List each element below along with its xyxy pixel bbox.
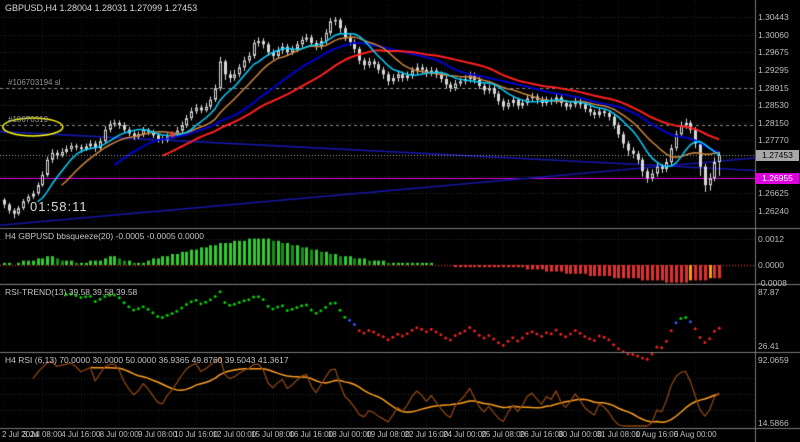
rsi-trend-panel-title: RSI-TREND(13) 39.58 39.58 39.58	[5, 287, 138, 297]
time-tick-label: 31 Jul 08:00	[596, 430, 641, 439]
price-tick-label: 1.29675	[758, 47, 789, 58]
price-tick-label: 1.28915	[758, 82, 789, 93]
order-stoploss-label[interactable]: #106703194 sl	[8, 77, 61, 87]
price-tick-label: 1.29295	[758, 64, 789, 75]
current-price-label: 1.27453	[756, 149, 799, 161]
squeeze-panel-title: H4 GBPUSD bbsqueeze(20) -0.0005 -0.0005 …	[5, 231, 204, 241]
time-tick-label: 22 Jul 16:00	[404, 430, 449, 439]
chart-title: GBPUSD,H4 1.28004 1.28031 1.27099 1.2745…	[5, 3, 198, 13]
price-tick-label: 1.28530	[758, 100, 789, 111]
rsi-tick-label: 92.0659	[758, 355, 789, 365]
time-tick-label: 12 Jul 00:00	[212, 430, 257, 439]
time-tick-label: 10 Jul 16:00	[174, 430, 218, 439]
squeeze-tick-label: 0.0000	[758, 260, 784, 270]
time-tick-label: 19 Jul 08:00	[366, 430, 410, 439]
time-tick-label: 16 Jul 16:00	[289, 430, 333, 439]
time-tick-label: 2 Jul 2024	[2, 430, 39, 439]
time-tick-label: 30 Jul 00:00	[558, 430, 602, 439]
time-tick-label: 24 Jul 00:00	[443, 430, 487, 439]
time-tick-label: 18 Jul 00:00	[327, 430, 372, 439]
time-tick-label: 4 Jul 16:00	[61, 430, 101, 439]
order-label[interactable]: #10670319	[8, 114, 49, 124]
time-tick-label: 3 Jul 08:00	[22, 430, 62, 439]
rsi-trend-tick-label: 26.41	[758, 341, 780, 351]
time-tick-label: 26 Jul 16:00	[519, 430, 564, 439]
price-tick-label: 1.26240	[758, 205, 789, 216]
time-tick-label: 1 Aug 16:00	[635, 430, 679, 439]
price-tick-label: 1.27770	[758, 135, 789, 146]
price-tick-label: 1.30060	[758, 29, 789, 40]
candle-countdown-clock: 01:58:11	[30, 199, 88, 214]
alert-price-label: 1.26955	[756, 172, 799, 184]
time-tick-label: 5 Aug 00:00	[673, 430, 717, 439]
rsi-panel-title: H4 RSI (6,13) 70.0000 30.0000 50.0000 36…	[5, 355, 289, 365]
rsi-tick-label: 14.5866	[758, 418, 789, 428]
time-tick-label: 25 Jul 08:00	[481, 430, 525, 439]
price-tick-label: 1.26625	[758, 188, 789, 199]
rsi-trend-tick-label: 87.87	[758, 287, 780, 297]
price-tick-label: 1.28150	[758, 117, 789, 128]
price-tick-label: 1.30443	[758, 11, 789, 22]
squeeze-tick-label: 0.0012	[758, 233, 784, 244]
squeeze-tick-label: -0.0008	[758, 277, 787, 288]
time-tick-label: 8 Jul 00:00	[99, 430, 139, 439]
time-tick-label: 9 Jul 08:00	[138, 430, 178, 439]
time-tick-label: 15 Jul 08:00	[251, 430, 295, 439]
